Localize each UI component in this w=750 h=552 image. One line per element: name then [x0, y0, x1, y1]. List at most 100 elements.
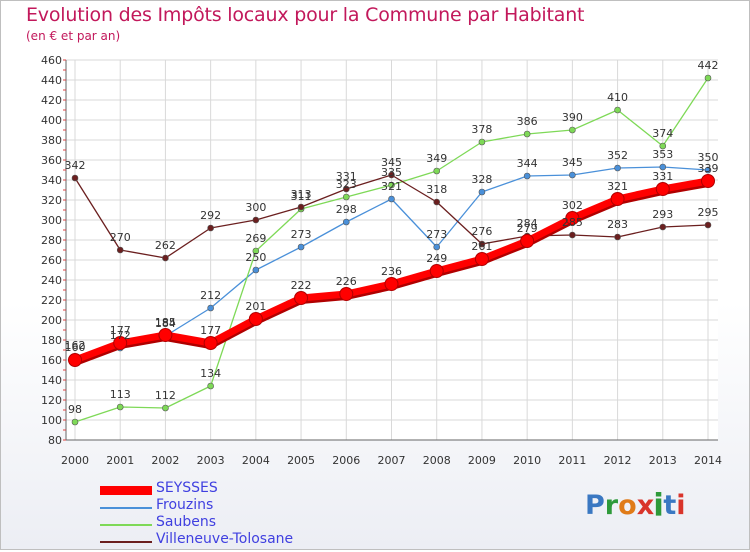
data-label-saubens: 323	[336, 178, 357, 191]
y-tick-label: 300	[41, 214, 62, 227]
legend-item-frouzins: Frouzins	[100, 497, 400, 518]
data-point-saubens	[433, 167, 441, 175]
data-label-frouzins: 350	[698, 151, 719, 164]
x-tick-label: 2005	[287, 454, 315, 467]
data-point-seysses	[520, 234, 535, 248]
data-point-frouzins	[478, 188, 486, 196]
x-tick-label: 2007	[378, 454, 406, 467]
data-label-saubens: 98	[68, 403, 82, 416]
legend-label-frouzins: Frouzins	[156, 497, 214, 513]
data-point-villeneuve-tolosane	[297, 203, 305, 211]
data-label-saubens: 410	[607, 91, 628, 104]
x-tick-label: 2006	[332, 454, 360, 467]
data-label-seysses: 185	[155, 316, 176, 329]
data-point-saubens	[569, 126, 576, 134]
data-label-saubens: 386	[517, 115, 538, 128]
data-point-saubens	[207, 382, 214, 390]
data-point-frouzins	[569, 171, 576, 179]
data-label-frouzins: 298	[336, 203, 357, 216]
y-tick-label: 400	[41, 114, 62, 127]
x-tick-label: 2011	[558, 454, 586, 467]
data-point-saubens	[523, 130, 531, 138]
data-point-saubens	[71, 418, 79, 426]
data-label-saubens: 269	[245, 232, 266, 245]
chart-subtitle: (en € et par an)	[26, 29, 121, 43]
data-point-villeneuve-tolosane	[478, 240, 486, 248]
data-label-saubens: 378	[471, 123, 492, 136]
data-point-seysses	[474, 252, 489, 266]
x-tick-label: 2012	[604, 454, 632, 467]
data-point-frouzins	[207, 304, 214, 312]
data-label-frouzins: 352	[607, 149, 628, 162]
data-label-seysses: 249	[426, 252, 447, 265]
data-label-frouzins: 250	[245, 251, 266, 264]
data-point-seysses	[655, 182, 670, 196]
data-point-seysses	[384, 277, 399, 291]
legend: SEYSSES Frouzins Saubens Villeneuve-Tolosan…	[100, 480, 400, 552]
y-tick-label: 220	[41, 294, 62, 307]
data-point-villeneuve-tolosane	[704, 221, 712, 229]
data-point-villeneuve-tolosane	[388, 171, 395, 179]
data-label-saubens: 390	[562, 111, 583, 124]
data-label-villeneuve-tolosane: 293	[652, 208, 673, 221]
x-tick-label: 2010	[513, 454, 541, 467]
data-point-frouzins	[704, 166, 712, 174]
y-tick-label: 280	[41, 234, 62, 247]
data-label-villeneuve-tolosane: 331	[336, 170, 357, 183]
data-label-frouzins: 353	[652, 148, 673, 161]
data-label-frouzins: 344	[517, 157, 538, 170]
data-label-frouzins: 162	[65, 339, 86, 352]
data-point-villeneuve-tolosane	[659, 223, 667, 231]
data-label-villeneuve-tolosane: 342	[65, 159, 86, 172]
data-point-seysses	[565, 211, 580, 225]
x-tick-label: 2013	[649, 454, 677, 467]
data-point-villeneuve-tolosane	[342, 185, 350, 193]
x-tick-label: 2009	[468, 454, 496, 467]
data-point-villeneuve-tolosane	[71, 174, 79, 182]
y-tick-label: 320	[41, 194, 62, 207]
legend-label-seysses: SEYSSES	[156, 480, 218, 496]
data-point-frouzins	[614, 164, 621, 172]
data-point-saubens	[252, 247, 260, 255]
y-tick-label: 80	[48, 434, 62, 447]
data-label-saubens: 113	[110, 388, 131, 401]
legend-swatch-saubens	[100, 524, 152, 526]
data-point-frouzins	[297, 243, 305, 251]
x-tick-label: 2008	[423, 454, 451, 467]
y-tick-label: 100	[41, 414, 62, 427]
data-point-villeneuve-tolosane	[614, 233, 621, 241]
data-point-villeneuve-tolosane	[252, 216, 260, 224]
y-tick-label: 420	[41, 94, 62, 107]
legend-item-villeneuve-tolosane: Villeneuve-Tolosane	[100, 531, 400, 552]
y-tick-label: 240	[41, 274, 62, 287]
data-point-saubens	[704, 74, 712, 82]
legend-swatch-villeneuve-tolosane	[100, 541, 152, 543]
data-label-seysses: 321	[607, 180, 628, 193]
data-label-villeneuve-tolosane: 295	[698, 206, 719, 219]
data-label-seysses: 177	[200, 324, 221, 337]
data-label-saubens: 349	[426, 152, 447, 165]
y-tick-label: 200	[41, 314, 62, 327]
data-point-seysses	[68, 353, 82, 367]
data-label-seysses: 177	[110, 324, 131, 337]
data-label-seysses: 302	[562, 199, 583, 212]
data-label-saubens: 112	[155, 389, 176, 402]
data-label-seysses: 222	[291, 279, 312, 292]
data-point-saubens	[659, 142, 667, 150]
data-label-seysses: 261	[471, 240, 492, 253]
y-tick-label: 380	[41, 134, 62, 147]
data-label-villeneuve-tolosane: 318	[426, 183, 447, 196]
y-tick-label: 180	[41, 334, 62, 347]
data-label-villeneuve-tolosane: 313	[291, 188, 312, 201]
chart-title: Evolution des Impôts locaux pour la Comm…	[26, 4, 585, 26]
x-tick-label: 2014	[694, 454, 722, 467]
data-label-villeneuve-tolosane: 283	[607, 218, 628, 231]
x-tick-label: 2004	[242, 454, 270, 467]
data-label-frouzins: 273	[426, 228, 447, 241]
data-point-seysses	[429, 264, 444, 278]
data-label-saubens: 335	[381, 166, 402, 179]
x-tick-label: 2003	[197, 454, 225, 467]
legend-item-saubens: Saubens	[100, 514, 400, 535]
y-tick-label: 340	[41, 174, 62, 187]
data-point-villeneuve-tolosane	[207, 224, 214, 232]
